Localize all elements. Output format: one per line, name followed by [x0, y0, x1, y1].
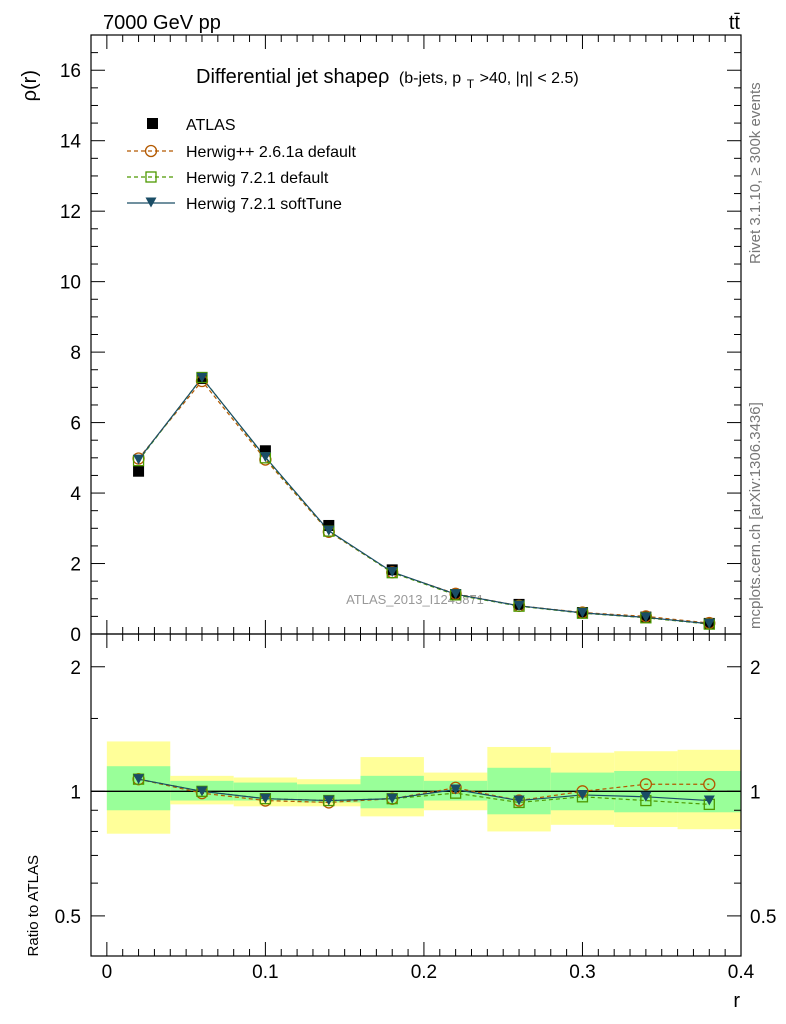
ratio-series-line-2: [138, 778, 710, 802]
y-tick-label: 16: [60, 61, 81, 82]
ratio-series-2-point: [323, 795, 335, 806]
title-sub-suffix: >40, |η| < 2.5): [480, 70, 579, 87]
ratio-series-2-point: [196, 786, 208, 797]
ratio-y-axis-label: Ratio to ATLAS: [25, 855, 42, 956]
series-line-2: [138, 376, 710, 625]
stat-uncertainty-band: [297, 784, 361, 803]
y-tick-label: 6: [70, 414, 81, 435]
series-line-1: [138, 376, 710, 625]
y-tick-label: 8: [70, 343, 81, 364]
ratio-y-tick-label-left: 1: [70, 782, 81, 803]
ratio-series-2-point: [133, 774, 145, 785]
legend: ATLAS Herwig++ 2.6.1a default Herwig 7.2…: [127, 117, 356, 213]
x-tick-label: 0: [102, 962, 113, 983]
series-2-point: [703, 618, 715, 629]
chart-title: Differential jet shapeρ (b-jets, p T >40…: [196, 66, 579, 93]
y-tick-label: 4: [70, 484, 81, 505]
series-2-point: [196, 372, 208, 383]
legend-label-herwig7-softtune: Herwig 7.2.1 softTune: [186, 196, 342, 213]
ratio-series-2-point: [259, 793, 271, 804]
series-2-point: [450, 589, 462, 600]
process-label: tt̄: [729, 12, 741, 34]
legend-marker-herwigpp: [144, 144, 158, 158]
x-tick-label: 0.2: [411, 962, 437, 983]
x-tick-label: 0.4: [728, 962, 755, 983]
x-axis-label: r: [733, 990, 740, 1012]
analysis-watermark: ATLAS_2013_I1243871: [346, 592, 484, 607]
legend-label-atlas: ATLAS: [186, 117, 236, 134]
ratio-y-tick-label-right: 1: [750, 782, 761, 803]
ratio-y-tick-label-right: 2: [750, 658, 761, 679]
series-2-point: [133, 454, 145, 465]
title-main: Differential jet shapeρ: [196, 66, 389, 88]
legend-marker-atlas: [147, 118, 158, 129]
rivet-label: Rivet 3.1.10, ≥ 300k events: [747, 82, 764, 264]
ratio-series-0-point: [703, 778, 716, 791]
ratio-plot-frame: [90, 633, 742, 957]
legend-label-herwig7-default: Herwig 7.2.1 default: [186, 170, 329, 187]
stat-uncertainty-band: [106, 766, 171, 811]
title-sub-prefix: (b-jets, p: [399, 70, 461, 87]
x-tick-label: 0.1: [252, 962, 278, 983]
title-sub-subscript: T: [467, 77, 475, 91]
ratio-series-2-point: [386, 793, 398, 804]
legend-marker-herwig7-softtune: [145, 197, 157, 208]
y-tick-label: 10: [60, 273, 81, 294]
y-axis-label: ρ(r): [19, 70, 41, 101]
series-2-point: [640, 612, 652, 623]
ratio-series-2-point: [450, 784, 462, 795]
series-2-point: [259, 452, 271, 463]
x-tick-label: 0.3: [569, 962, 595, 983]
y-tick-label: 2: [70, 555, 81, 576]
ratio-series-2-point: [640, 791, 652, 802]
ratio-series-2-point: [576, 789, 588, 800]
series-2-point: [576, 607, 588, 618]
series-2-point: [513, 600, 525, 611]
ratio-series-line-0: [138, 778, 710, 804]
ratio-series-line-1: [138, 778, 710, 805]
series-2-point: [386, 566, 398, 577]
y-tick-label: 0: [70, 625, 81, 646]
ratio-series-2-point: [703, 795, 715, 806]
energy-label: 7000 GeV pp: [103, 12, 221, 34]
atlas-data-point: [133, 465, 145, 477]
ratio-series-0-point: [639, 778, 653, 791]
atlas-data-point: [259, 445, 271, 457]
legend-marker-herwig7-default: [145, 171, 157, 183]
y-tick-label: 14: [60, 132, 82, 153]
y-tick-label: 12: [60, 202, 81, 223]
series-2-point: [323, 525, 335, 536]
legend-label-herwigpp: Herwig++ 2.6.1a default: [186, 144, 356, 161]
ratio-y-tick-label-left: 0.5: [55, 907, 81, 928]
ratio-y-tick-label-left: 2: [70, 658, 81, 679]
mcplots-label: mcplots.cern.ch [arXiv:1306.3436]: [747, 402, 764, 629]
ratio-series-2-point: [513, 795, 525, 806]
series-line-0: [138, 380, 710, 624]
ratio-y-tick-label-right: 0.5: [750, 907, 776, 928]
